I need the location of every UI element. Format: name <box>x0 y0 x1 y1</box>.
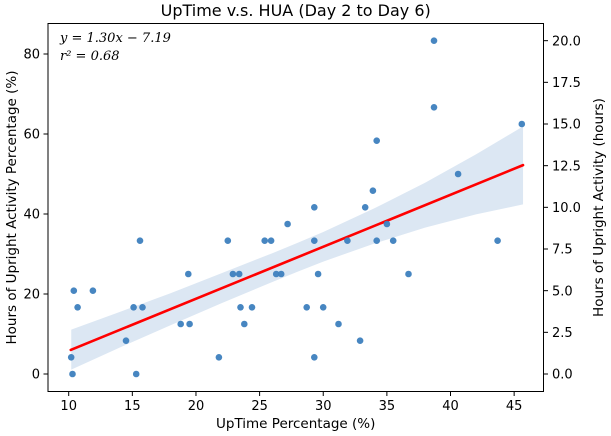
right-y-tick-label: 12.5 <box>552 159 581 174</box>
scatter-point <box>284 220 291 228</box>
scatter-point <box>430 37 438 44</box>
scatter-points <box>67 37 526 378</box>
scatter-point <box>122 337 130 345</box>
confidence-band-area <box>71 126 524 370</box>
x-tick-label: 40 <box>442 399 459 414</box>
scatter-point <box>314 270 322 278</box>
left-y-tick-label: 40 <box>23 208 40 223</box>
scatter-point <box>224 237 232 244</box>
scatter-point <box>241 320 248 328</box>
scatter-point <box>430 104 438 111</box>
scatter-point <box>356 337 364 345</box>
regression-line-segment <box>69 163 525 352</box>
x-tick-label: 15 <box>124 399 141 414</box>
scatter-point <box>272 270 280 278</box>
x-axis-label: UpTime Percentage (%) <box>216 416 375 432</box>
scatter-point <box>248 304 256 311</box>
right-y-tick-label: 0.0 <box>552 368 573 383</box>
x-tick-label: 35 <box>379 399 396 414</box>
left-y-tick-label: 60 <box>23 128 40 143</box>
scatter-point <box>405 270 412 278</box>
x-tick-label: 45 <box>506 399 523 414</box>
right-y-tick-label: 10.0 <box>552 201 581 216</box>
scatter-point <box>383 220 391 228</box>
x-tick-label: 25 <box>251 399 268 414</box>
scatter-point <box>177 320 184 328</box>
right-y-tick-label: 17.5 <box>552 76 581 91</box>
regression-line <box>69 163 525 352</box>
x-tick-label: 20 <box>188 399 205 414</box>
scatter-point <box>237 304 244 311</box>
right-y-tick-label: 7.5 <box>552 243 573 258</box>
scatter-point <box>229 270 237 278</box>
scatter-point <box>215 354 223 361</box>
scatter-point <box>139 304 146 311</box>
scatter-point <box>389 237 397 244</box>
regression-equation-annotation: y = 1.30x − 7.19 <box>59 31 171 46</box>
scatter-point <box>277 270 285 278</box>
chart-title: UpTime v.s. HUA (Day 2 to Day 6) <box>161 1 431 20</box>
scatter-point <box>369 187 377 194</box>
scatter-point <box>186 320 193 328</box>
r-squared-annotation: r² = 0.68 <box>60 49 120 64</box>
scatter-point <box>344 237 351 244</box>
right-y-axis-ticks: 0.0 2.5 5.0 7.5 10.0 12.5 15.0 17.5 20.0 <box>543 34 581 383</box>
scatter-point <box>303 304 311 311</box>
left-y-tick-label: 80 <box>23 48 40 63</box>
scatter-point <box>267 237 275 244</box>
scatter-point <box>518 120 526 128</box>
x-axis-ticks: 10 15 20 25 30 35 40 45 <box>60 391 523 414</box>
x-tick-label: 10 <box>60 399 77 414</box>
scatter-point <box>311 204 318 211</box>
scatter-point <box>454 170 462 178</box>
x-tick-label: 30 <box>315 399 332 414</box>
left-y-axis-label: Hours of Upright Activity Percentage (%) <box>4 71 20 345</box>
scatter-point <box>261 237 269 244</box>
left-y-tick-label: 0 <box>32 368 40 383</box>
scatter-point <box>69 370 76 378</box>
scatter-point <box>136 237 144 244</box>
scatter-point <box>67 354 75 361</box>
scatter-point <box>373 137 381 144</box>
scatter-point <box>130 304 137 311</box>
left-y-axis-ticks: 0 20 40 60 80 <box>23 48 48 383</box>
scatter-point <box>373 237 381 244</box>
right-y-tick-label: 5.0 <box>552 284 573 299</box>
scatter-point <box>311 237 318 244</box>
scatter-point <box>74 304 81 311</box>
scatter-point <box>361 204 369 211</box>
scatter-point <box>89 287 97 295</box>
right-y-axis-label: Hours of Upright Activity (hours) <box>591 98 607 317</box>
right-y-tick-label: 20.0 <box>552 34 581 49</box>
right-y-tick-label: 2.5 <box>552 326 573 341</box>
scatter-point <box>235 270 243 278</box>
scatter-point <box>494 237 501 244</box>
scatter-point <box>70 287 78 295</box>
scatter-point <box>335 320 342 328</box>
scatter-point <box>132 370 140 378</box>
left-y-tick-label: 20 <box>23 288 40 303</box>
scatter-point <box>319 304 327 311</box>
scatter-point <box>185 270 192 278</box>
confidence-band <box>71 126 524 370</box>
right-y-tick-label: 15.0 <box>552 118 581 133</box>
scatter-point <box>311 354 318 361</box>
